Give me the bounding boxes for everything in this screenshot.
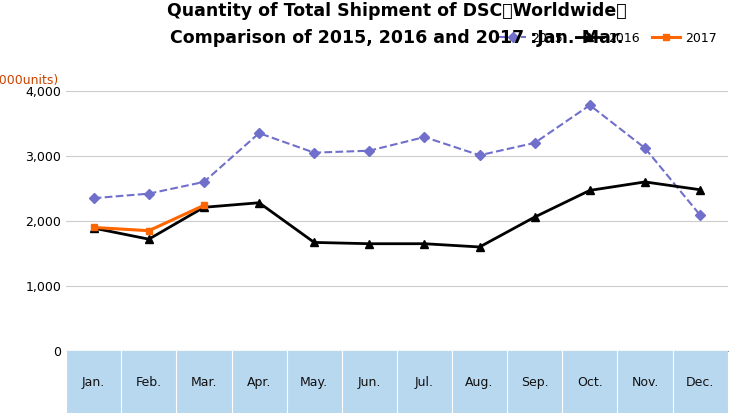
Text: Dec.: Dec. bbox=[686, 375, 714, 389]
Text: Feb.: Feb. bbox=[136, 375, 162, 389]
Text: Quantity of Total Shipment of DSC［Worldwide］: Quantity of Total Shipment of DSC［Worldw… bbox=[167, 2, 627, 20]
Text: Jun.: Jun. bbox=[358, 375, 381, 389]
Text: Mar.: Mar. bbox=[190, 375, 218, 389]
Text: Jan.: Jan. bbox=[82, 375, 105, 389]
Text: Sep.: Sep. bbox=[521, 375, 548, 389]
Text: Jul.: Jul. bbox=[415, 375, 434, 389]
Text: Aug.: Aug. bbox=[465, 375, 494, 389]
Text: Nov.: Nov. bbox=[631, 375, 659, 389]
Text: (1,000units): (1,000units) bbox=[0, 74, 59, 87]
Text: Oct.: Oct. bbox=[577, 375, 603, 389]
Text: May.: May. bbox=[300, 375, 329, 389]
Text: Comparison of 2015, 2016 and 2017 :Jan.-Mar.: Comparison of 2015, 2016 and 2017 :Jan.-… bbox=[170, 29, 624, 47]
Legend: 2015, 2016, 2017: 2015, 2016, 2017 bbox=[494, 27, 721, 50]
Text: Apr.: Apr. bbox=[247, 375, 271, 389]
